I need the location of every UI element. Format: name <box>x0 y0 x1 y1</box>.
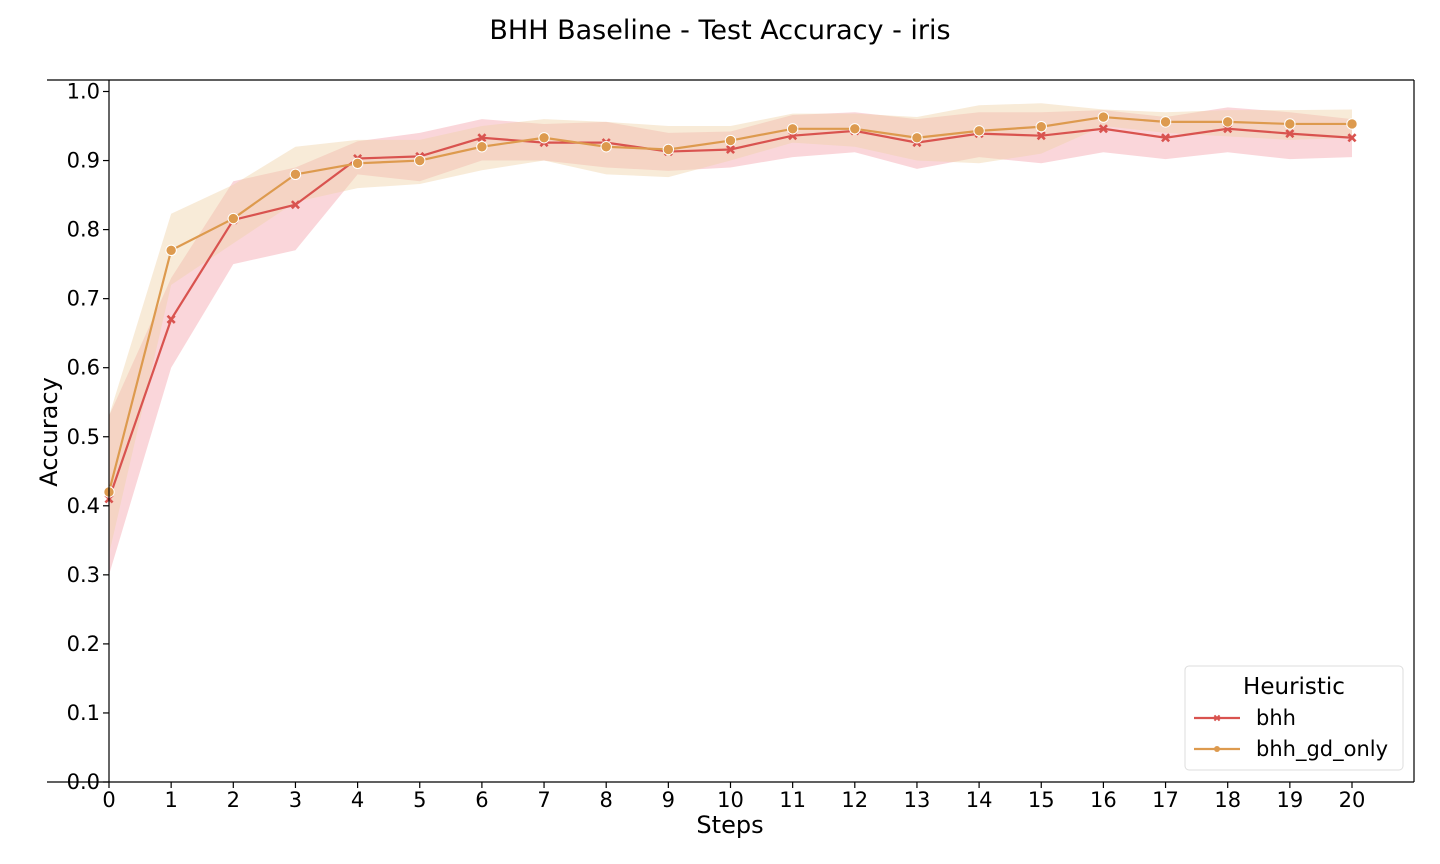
series-markers <box>103 111 1358 504</box>
point-bhh_gd_only-17 <box>1159 116 1172 128</box>
y-tick-label-0.3: 0.3 <box>67 563 100 587</box>
point-bhh_gd_only-9 <box>662 143 675 156</box>
point-bhh_gd_only-3 <box>289 168 302 181</box>
x-ticks: 0 1 2 3 4 5 6 7 8 9 10 11 12 13 14 15 16 17 18 19 20 <box>102 782 1365 812</box>
point-bhh_gd_only-5 <box>414 154 426 167</box>
y-tick-label-0.7: 0.7 <box>67 287 100 311</box>
y-axis-label: Accuracy <box>35 377 63 487</box>
point-bhh_gd_only-7 <box>538 132 550 144</box>
point-bhh_gd_only-15 <box>1035 121 1047 133</box>
y-tick-label-0.8: 0.8 <box>67 218 100 242</box>
y-tick-label-0.6: 0.6 <box>67 356 100 380</box>
point-bhh_gd_only-6 <box>476 141 488 153</box>
point-bhh-19 <box>1285 129 1295 139</box>
y-tick-label-0.5: 0.5 <box>67 425 100 449</box>
point-bhh_gd_only-16 <box>1097 111 1110 123</box>
x-tick-label-7: 7 <box>537 788 550 812</box>
legend-label-bhh: bhh <box>1256 706 1296 730</box>
point-bhh_gd_only-19 <box>1284 118 1296 130</box>
x-tick-label-5: 5 <box>413 788 426 812</box>
point-bhh-20 <box>1347 133 1357 143</box>
x-tick-label-15: 15 <box>1028 788 1055 812</box>
x-tick-label-20: 20 <box>1339 788 1366 812</box>
point-bhh-1 <box>166 314 176 324</box>
point-bhh-3 <box>290 200 300 210</box>
x-tick-label-1: 1 <box>164 788 177 812</box>
x-tick-label-6: 6 <box>475 788 488 812</box>
point-bhh-15 <box>1036 131 1046 141</box>
x-tick-label-17: 17 <box>1152 788 1179 812</box>
y-tick-label-0.1: 0.1 <box>67 701 100 725</box>
y-tick-label-0.2: 0.2 <box>67 632 100 656</box>
legend: Heuristic bhh bhh_gd_only <box>1184 665 1404 771</box>
legend-entry-bhh_gd_only: bhh_gd_only <box>1194 737 1388 762</box>
x-tick-label-19: 19 <box>1276 788 1303 812</box>
point-bhh_gd_only-13 <box>911 132 923 144</box>
legend-entries: bhh bhh_gd_only <box>1194 706 1388 762</box>
point-bhh_gd_only-8 <box>600 141 612 153</box>
point-bhh-10 <box>725 144 736 155</box>
point-bhh_gd_only-18 <box>1222 116 1234 128</box>
point-bhh-16 <box>1098 124 1108 134</box>
x-tick-label-13: 13 <box>904 788 931 812</box>
point-bhh-17 <box>1161 133 1171 143</box>
chart-title: BHH Baseline - Test Accuracy - iris <box>489 15 950 46</box>
x-tick-label-0: 0 <box>102 788 115 812</box>
y-tick-label-0.9: 0.9 <box>67 149 100 173</box>
y-ticks: 0.0 0.1 0.2 0.3 0.4 0.5 0.6 0.7 0.8 0.9 1.0 <box>67 80 109 794</box>
point-bhh_gd_only-2 <box>227 212 240 225</box>
y-tick-label-0.0: 0.0 <box>67 770 100 794</box>
point-bhh_gd_only-11 <box>786 123 799 135</box>
y-tick-label-1.0: 1.0 <box>67 80 100 104</box>
point-bhh_gd_only-10 <box>724 134 737 147</box>
x-tick-label-2: 2 <box>227 788 240 812</box>
x-tick-label-18: 18 <box>1214 788 1241 812</box>
legend-entry-bhh: bhh <box>1194 706 1296 730</box>
point-bhh-6 <box>477 133 487 143</box>
x-tick-label-12: 12 <box>841 788 868 812</box>
x-tick-label-9: 9 <box>662 788 675 812</box>
x-axis-label: Steps <box>696 811 763 839</box>
x-tick-label-8: 8 <box>600 788 613 812</box>
x-tick-label-14: 14 <box>966 788 993 812</box>
legend-title: Heuristic <box>1243 674 1345 700</box>
point-bhh_gd_only-20 <box>1346 118 1358 130</box>
point-bhh_gd_only-1 <box>165 244 177 257</box>
x-tick-label-3: 3 <box>289 788 302 812</box>
y-tick-label-0.4: 0.4 <box>67 494 100 518</box>
x-tick-label-4: 4 <box>351 788 364 812</box>
legend-label-bhh_gd_only: bhh_gd_only <box>1256 737 1388 762</box>
point-bhh_gd_only-14 <box>973 125 985 137</box>
x-tick-label-16: 16 <box>1090 788 1117 812</box>
legend-box <box>1184 665 1404 771</box>
point-bhh_gd_only-12 <box>849 123 861 135</box>
point-bhh_gd_only-4 <box>351 157 364 170</box>
x-tick-label-11: 11 <box>779 788 806 812</box>
x-tick-label-10: 10 <box>717 788 744 812</box>
